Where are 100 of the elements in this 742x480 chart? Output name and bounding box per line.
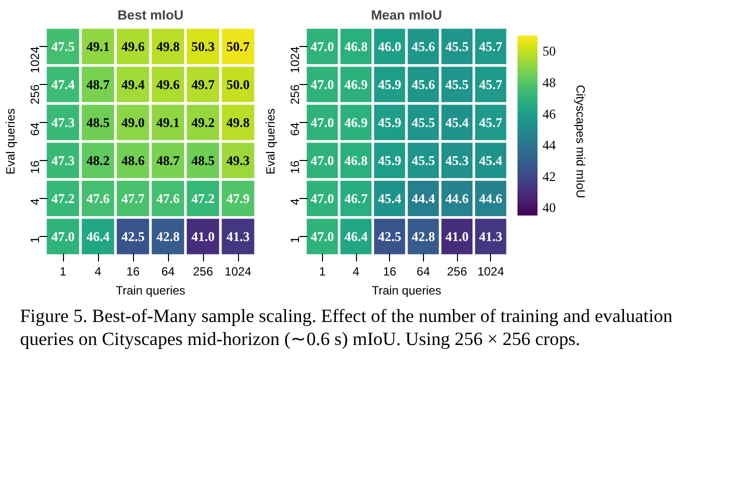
data-label: 45.5	[445, 77, 469, 92]
x-tick-label: 4	[94, 264, 102, 278]
color-bar-label: 50	[542, 44, 556, 59]
data-label: 47.0	[310, 191, 334, 206]
color-bar-title: Cityscapes mid mIoU	[574, 84, 588, 198]
y-tick-label: 16	[288, 160, 302, 174]
data-label: 47.0	[310, 39, 334, 54]
data-label: 47.6	[86, 191, 110, 206]
data-label: 42.5	[121, 229, 145, 244]
y-axis-title: Eval queries	[264, 108, 278, 175]
data-label: 49.8	[226, 115, 250, 130]
data-label: 48.7	[156, 153, 180, 168]
data-label: 45.9	[378, 77, 402, 92]
color-bar-label: 48	[542, 74, 556, 90]
data-label: 42.8	[412, 229, 436, 244]
y-axis-title: Eval queries	[4, 108, 18, 175]
data-label: 50.3	[191, 39, 215, 54]
data-label: 46.4	[86, 229, 110, 244]
color-bar-label: 46	[542, 106, 556, 122]
data-label: 46.9	[344, 115, 368, 130]
x-tick-label: 1024	[477, 264, 504, 278]
data-label: 46.7	[344, 191, 368, 206]
data-label: 44.4	[412, 191, 436, 206]
data-label: 45.7	[479, 77, 503, 92]
x-axis-title: Train queries	[116, 284, 186, 298]
y-tick-label: 1024	[288, 46, 302, 74]
data-label: 45.4	[378, 191, 402, 206]
data-label: 45.7	[479, 115, 503, 130]
data-label: 45.5	[445, 39, 469, 54]
data-label: 47.9	[226, 191, 250, 206]
data-label: 46.8	[344, 39, 368, 54]
y-tick-label: 256	[288, 84, 302, 105]
data-label: 44.6	[445, 191, 469, 206]
data-label: 48.5	[86, 115, 110, 130]
data-label: 41.3	[479, 229, 503, 244]
data-label: 49.1	[86, 39, 110, 54]
data-label: 45.7	[479, 39, 503, 54]
data-label: 47.3	[51, 153, 75, 168]
data-label: 47.6	[156, 191, 180, 206]
chart-title: Best mIoU	[118, 8, 184, 22]
data-label: 47.7	[121, 191, 145, 206]
data-label: 41.0	[191, 229, 215, 244]
data-label: 45.5	[412, 153, 436, 168]
data-label: 41.0	[445, 229, 469, 244]
data-label: 41.3	[226, 229, 250, 244]
data-label: 49.7	[191, 77, 215, 92]
data-label: 49.6	[121, 39, 145, 54]
y-tick-label: 1	[288, 236, 302, 244]
data-label: 45.5	[412, 115, 436, 130]
x-tick-label: 1024	[224, 264, 252, 278]
y-tick-label: 256	[28, 84, 42, 105]
data-label: 47.0	[310, 115, 334, 130]
y-tick-label: 16	[28, 160, 42, 174]
data-label: 47.0	[310, 153, 334, 168]
data-label: 45.4	[445, 115, 469, 130]
x-tick-label: 1	[60, 264, 67, 278]
data-label: 49.4	[121, 77, 145, 92]
y-tick-label: 1	[28, 236, 42, 244]
y-tick-label: 64	[28, 122, 42, 136]
data-label: 47.0	[310, 77, 334, 92]
data-label: 46.9	[344, 77, 368, 92]
color-bar-label: 42	[542, 168, 556, 184]
data-label: 48.7	[86, 77, 110, 92]
data-label: 48.2	[86, 153, 110, 168]
data-label: 47.4	[51, 77, 75, 92]
x-tick-label: 16	[126, 264, 140, 278]
data-label: 47.0	[310, 229, 334, 244]
data-label: 46.0	[378, 39, 402, 54]
data-label: 49.3	[226, 153, 250, 168]
x-tick-label: 256	[192, 264, 214, 278]
color-bar-label: 40	[542, 200, 556, 216]
x-tick-label: 256	[446, 264, 468, 278]
color-bar-label: 44	[542, 138, 556, 153]
y-tick-label: 64	[288, 122, 302, 136]
data-label: 49.2	[191, 115, 215, 130]
y-tick-label: 1024	[28, 46, 42, 74]
data-label: 48.5	[191, 153, 215, 168]
x-tick-label: 64	[416, 264, 430, 278]
data-label: 49.1	[156, 115, 180, 130]
data-label: 42.8	[156, 229, 180, 244]
data-label: 42.5	[378, 229, 402, 244]
data-label: 49.6	[156, 77, 180, 92]
data-label: 45.9	[378, 153, 402, 168]
y-tick-label: 4	[288, 198, 302, 206]
data-label: 45.4	[479, 153, 503, 168]
data-label: 44.6	[479, 191, 503, 206]
data-label: 45.6	[412, 39, 436, 54]
data-label: 45.9	[378, 115, 402, 130]
data-label: 47.5	[51, 39, 75, 54]
data-label: 47.2	[51, 191, 75, 206]
data-label: 50.0	[226, 77, 250, 92]
data-label: 50.7	[226, 39, 250, 54]
x-tick-label: 1	[318, 264, 326, 278]
data-label: 45.3	[445, 153, 469, 168]
caption: Figure 5. Best-of-Many sample scaling. Effect of the number of training and evaluation queries on Cityscapes mid-horizon (∼0.6 s) mIoU. Using 256 × 256 crops.	[20, 305, 674, 352]
data-label: 46.4	[344, 229, 368, 244]
data-label: 49.0	[121, 115, 145, 130]
y-tick-label: 4	[28, 198, 42, 206]
data-label: 45.6	[412, 77, 436, 92]
data-label: 49.8	[156, 39, 180, 54]
